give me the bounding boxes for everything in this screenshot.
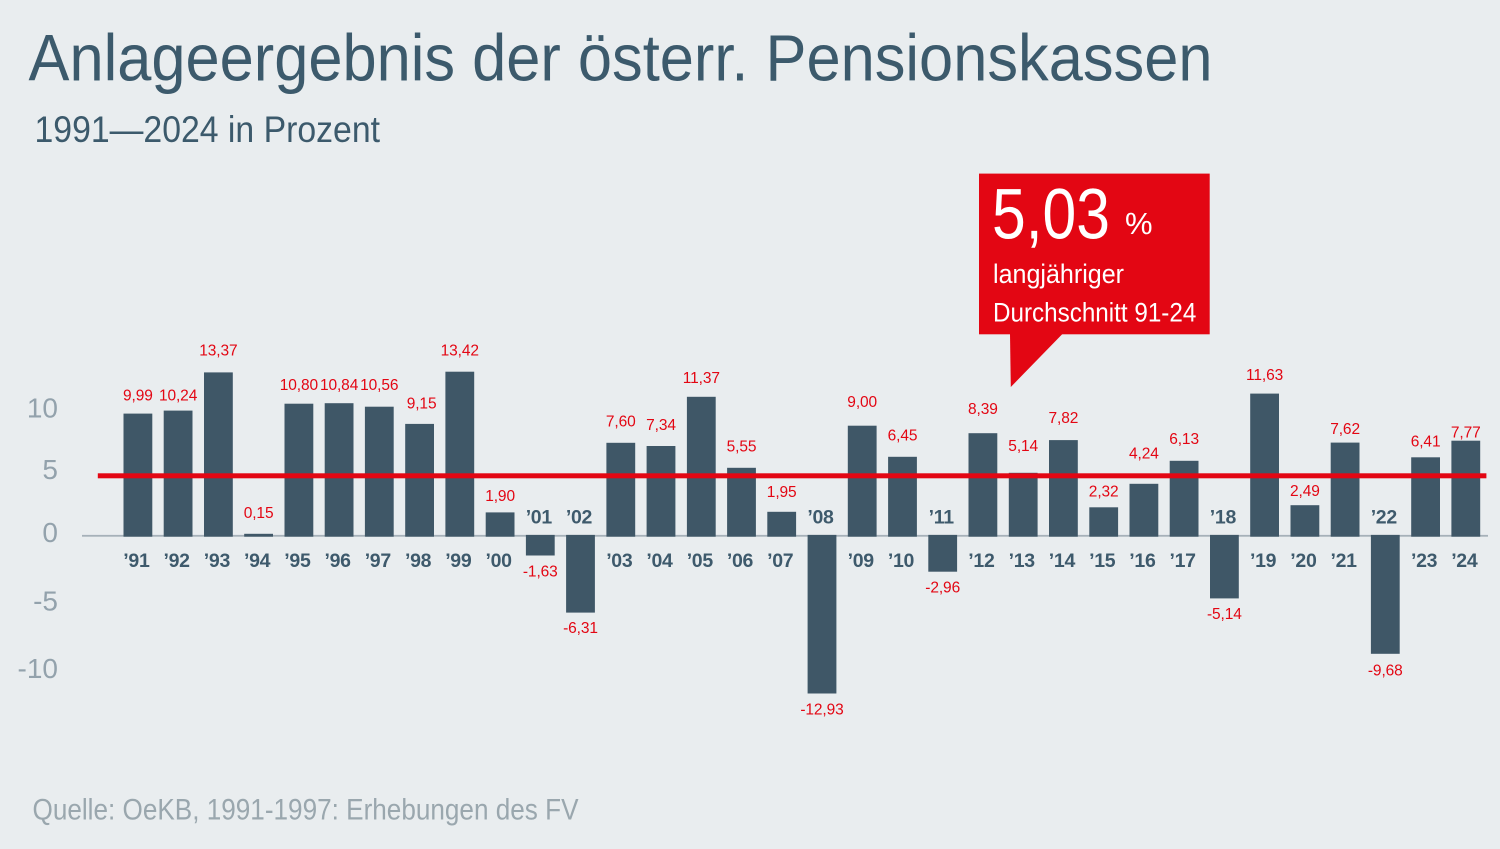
svg-text:’01: ’01 [526,507,553,529]
svg-text:’04: ’04 [646,550,673,572]
svg-text:’14: ’14 [1049,550,1076,572]
svg-text:’02: ’02 [566,507,593,529]
svg-text:’06: ’06 [727,550,754,572]
svg-text:10: 10 [27,392,58,423]
svg-text:’05: ’05 [687,550,714,572]
svg-text:’17: ’17 [1169,550,1195,572]
svg-text:8,39: 8,39 [968,401,998,418]
svg-text:’98: ’98 [405,550,432,572]
svg-text:’91: ’91 [123,550,150,572]
svg-text:9,99: 9,99 [123,387,153,404]
svg-text:5,14: 5,14 [1008,438,1038,455]
svg-text:13,37: 13,37 [199,342,237,359]
svg-text:2,49: 2,49 [1290,483,1320,500]
svg-text:’10: ’10 [888,550,915,572]
svg-text:’92: ’92 [163,550,190,572]
svg-text:6,41: 6,41 [1411,434,1441,451]
svg-text:1,90: 1,90 [485,488,515,505]
svg-text:’95: ’95 [284,550,311,572]
svg-text:Quelle: OeKB, 1991-1997: Erheb: Quelle: OeKB, 1991-1997: Erhebungen des … [33,793,579,826]
svg-text:-2,96: -2,96 [925,580,960,597]
svg-text:5,03: 5,03 [992,175,1110,255]
svg-text:’24: ’24 [1451,550,1478,572]
svg-text:’99: ’99 [445,550,472,572]
svg-text:Anlageergebnis der österr. Pen: Anlageergebnis der österr. Pensionskasse… [29,22,1213,95]
svg-text:’93: ’93 [204,550,231,572]
svg-text:-6,31: -6,31 [563,620,598,637]
svg-text:-10: -10 [18,653,58,684]
svg-text:10,84: 10,84 [320,377,359,394]
svg-text:-1,63: -1,63 [523,563,558,580]
svg-text:’03: ’03 [606,550,633,572]
svg-text:11,37: 11,37 [683,370,720,387]
svg-text:10,56: 10,56 [360,377,398,394]
svg-text:’97: ’97 [365,550,391,572]
svg-text:’19: ’19 [1250,550,1277,572]
svg-text:1,95: 1,95 [767,484,797,501]
svg-text:7,60: 7,60 [606,413,636,430]
svg-text:’12: ’12 [968,550,995,572]
svg-text:5,55: 5,55 [727,439,757,456]
svg-text:’16: ’16 [1129,550,1156,572]
svg-text:13,42: 13,42 [441,342,479,359]
svg-text:’21: ’21 [1330,550,1357,572]
svg-text:-9,68: -9,68 [1368,663,1403,680]
svg-text:’94: ’94 [244,550,271,572]
svg-text:7,62: 7,62 [1330,421,1360,438]
svg-text:%: % [1125,206,1153,241]
svg-text:’18: ’18 [1210,507,1237,529]
svg-text:4,24: 4,24 [1129,445,1159,462]
svg-text:7,77: 7,77 [1451,424,1481,441]
svg-text:’20: ’20 [1290,550,1317,572]
svg-text:’09: ’09 [848,550,875,572]
svg-text:9,00: 9,00 [847,394,877,411]
svg-text:’22: ’22 [1371,507,1398,529]
svg-text:7,34: 7,34 [646,417,676,434]
svg-text:0: 0 [42,517,58,548]
svg-text:’15: ’15 [1089,550,1116,572]
svg-text:-12,93: -12,93 [800,702,843,719]
svg-text:5: 5 [42,454,58,485]
svg-text:’96: ’96 [324,550,351,572]
svg-text:’00: ’00 [485,550,512,572]
svg-text:’11: ’11 [929,507,955,529]
svg-text:7,82: 7,82 [1049,410,1079,427]
svg-text:6,13: 6,13 [1169,431,1199,448]
svg-text:6,45: 6,45 [888,428,918,445]
svg-text:Durchschnitt 91-24: Durchschnitt 91-24 [993,298,1196,328]
svg-text:1991—2024 in Prozent: 1991—2024 in Prozent [35,108,381,150]
svg-text:9,15: 9,15 [407,396,437,413]
svg-text:11,63: 11,63 [1246,367,1283,384]
svg-text:langjähriger: langjähriger [993,259,1124,289]
svg-text:10,80: 10,80 [280,377,319,394]
svg-text:-5: -5 [33,586,58,617]
svg-text:’07: ’07 [767,550,793,572]
svg-text:0,15: 0,15 [244,505,274,522]
svg-text:-5,14: -5,14 [1207,606,1242,623]
svg-text:’08: ’08 [807,507,834,529]
svg-text:’13: ’13 [1009,550,1036,572]
svg-text:10,24: 10,24 [159,387,198,404]
svg-text:2,32: 2,32 [1089,484,1119,501]
svg-text:’23: ’23 [1411,550,1438,572]
